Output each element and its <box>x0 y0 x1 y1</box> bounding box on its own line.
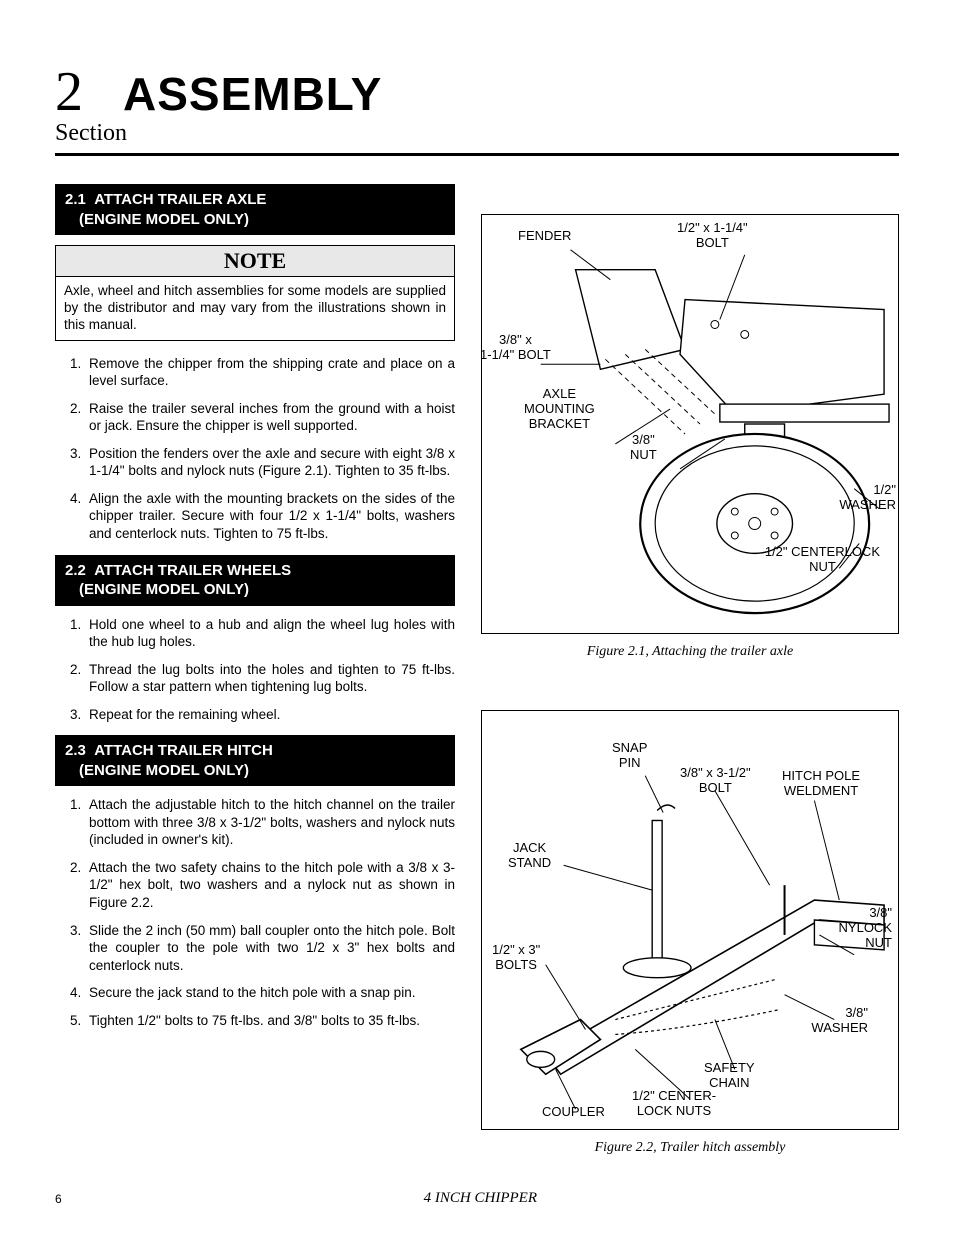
page-footer: 6 4 INCH CHIPPER <box>55 1190 899 1207</box>
fig21-washer: 1/2" WASHER <box>839 483 896 513</box>
fig21-fender: FENDER <box>518 229 571 244</box>
chapter-number: 2 <box>55 60 83 124</box>
section-2-2-num: 2.2 <box>65 562 86 579</box>
heading-rule <box>55 153 899 156</box>
step: Position the fenders over the axle and s… <box>85 445 455 480</box>
step: Attach the two safety chains to the hitc… <box>85 859 455 912</box>
note-body: Axle, wheel and hitch assemblies for som… <box>56 277 454 340</box>
step: Tighten 1/2" bolts to 75 ft-lbs. and 3/8… <box>85 1012 455 1030</box>
fig21-nut-38: 3/8" NUT <box>630 433 657 463</box>
note-title: NOTE <box>56 246 454 277</box>
section-2-2-sub: (ENGINE MODEL ONLY) <box>65 580 445 600</box>
left-column: 2.1 ATTACH TRAILER AXLE (ENGINE MODEL ON… <box>55 184 455 1156</box>
steps-2-1: Remove the chipper from the shipping cra… <box>55 355 455 543</box>
fig22-bolt-38: 3/8" x 3-1/2" BOLT <box>680 766 751 796</box>
figure-2-2: SNAP PIN 3/8" x 3-1/2" BOLT HITCH POLE W… <box>481 710 899 1130</box>
section-2-1-sub: (ENGINE MODEL ONLY) <box>65 210 445 230</box>
fig21-centerlock: 1/2" CENTERLOCK NUT <box>765 545 880 575</box>
section-2-2-heading: 2.2 ATTACH TRAILER WHEELS (ENGINE MODEL … <box>55 555 455 606</box>
section-2-3-sub: (ENGINE MODEL ONLY) <box>65 761 445 781</box>
fig22-bolts-half: 1/2" x 3" BOLTS <box>492 943 540 973</box>
figure-2-1: FENDER 1/2" x 1-1/4" BOLT 3/8" x 1-1/4" … <box>481 214 899 634</box>
chapter-heading: 2 ASSEMBLY <box>55 60 899 124</box>
step: Slide the 2 inch (50 mm) ball coupler on… <box>85 922 455 975</box>
fig21-bolt-half: 1/2" x 1-1/4" BOLT <box>677 221 748 251</box>
fig21-axle-bracket: AXLE MOUNTING BRACKET <box>524 387 595 432</box>
step: Attach the adjustable hitch to the hitch… <box>85 796 455 849</box>
section-2-1-heading: 2.1 ATTACH TRAILER AXLE (ENGINE MODEL ON… <box>55 184 455 235</box>
right-column: FENDER 1/2" x 1-1/4" BOLT 3/8" x 1-1/4" … <box>481 184 899 1156</box>
page-number: 6 <box>55 1192 62 1206</box>
section-2-1-num: 2.1 <box>65 191 86 208</box>
steps-2-3: Attach the adjustable hitch to the hitch… <box>55 796 455 1029</box>
figure-2-1-caption: Figure 2.1, Attaching the trailer axle <box>481 644 899 660</box>
step: Remove the chipper from the shipping cra… <box>85 355 455 390</box>
section-2-3-num: 2.3 <box>65 742 86 759</box>
section-label: Section <box>55 120 899 147</box>
fig22-coupler: COUPLER <box>542 1105 605 1120</box>
fig21-bolt-38: 3/8" x 1-1/4" BOLT <box>480 333 551 363</box>
fig22-nylock: 3/8" NYLOCK NUT <box>839 906 892 951</box>
step: Raise the trailer several inches from th… <box>85 400 455 435</box>
steps-2-2: Hold one wheel to a hub and align the wh… <box>55 616 455 724</box>
section-2-2-title: ATTACH TRAILER WHEELS <box>94 562 291 579</box>
fig22-washer-38: 3/8" WASHER <box>811 1006 868 1036</box>
section-2-3-title: ATTACH TRAILER HITCH <box>94 742 273 759</box>
chapter-title: ASSEMBLY <box>123 67 382 121</box>
fig22-jack-stand: JACK STAND <box>508 841 551 871</box>
fig22-safety-chain: SAFETY CHAIN <box>704 1061 755 1091</box>
figure-2-2-caption: Figure 2.2, Trailer hitch assembly <box>481 1140 899 1156</box>
step: Secure the jack stand to the hitch pole … <box>85 984 455 1002</box>
section-2-1-title: ATTACH TRAILER AXLE <box>94 191 266 208</box>
step: Align the axle with the mounting bracket… <box>85 490 455 543</box>
step: Repeat for the remaining wheel. <box>85 706 455 724</box>
section-2-3-heading: 2.3 ATTACH TRAILER HITCH (ENGINE MODEL O… <box>55 735 455 786</box>
fig22-snap-pin: SNAP PIN <box>612 741 647 771</box>
fig22-centerlock: 1/2" CENTER- LOCK NUTS <box>632 1089 716 1119</box>
step: Thread the lug bolts into the holes and … <box>85 661 455 696</box>
step: Hold one wheel to a hub and align the wh… <box>85 616 455 651</box>
footer-title: 4 INCH CHIPPER <box>62 1190 899 1207</box>
fig22-hitch-pole: HITCH POLE WELDMENT <box>782 769 860 799</box>
note-box: NOTE Axle, wheel and hitch assemblies fo… <box>55 245 455 341</box>
